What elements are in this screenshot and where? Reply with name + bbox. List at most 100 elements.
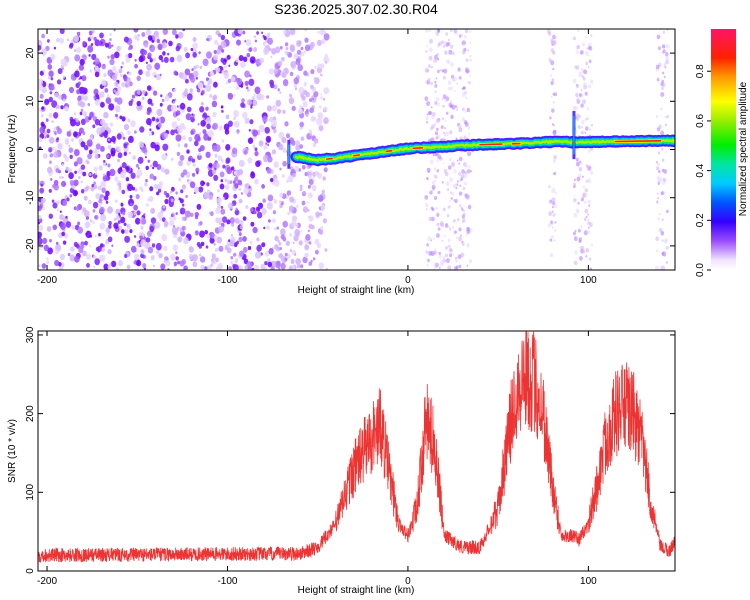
noise-blob xyxy=(449,199,451,203)
noise-blob xyxy=(432,124,436,128)
noise-blob xyxy=(584,193,588,197)
noise-blob xyxy=(136,243,140,248)
noise-blob xyxy=(551,108,555,113)
noise-blob xyxy=(46,226,52,232)
noise-blob xyxy=(172,100,176,104)
noise-blob xyxy=(218,245,224,252)
noise-blob xyxy=(50,77,54,81)
noise-blob xyxy=(67,252,71,257)
noise-blob xyxy=(274,177,278,183)
noise-blob xyxy=(426,177,429,180)
noise-blob xyxy=(440,262,444,267)
noise-blob xyxy=(461,87,464,91)
noise-blob xyxy=(110,150,116,157)
noise-blob xyxy=(150,217,157,224)
noise-blob xyxy=(268,68,274,75)
noise-blob xyxy=(451,104,456,110)
noise-blob xyxy=(217,189,220,193)
noise-blob xyxy=(198,132,201,136)
noise-blob xyxy=(274,46,281,54)
noise-blob xyxy=(664,115,667,119)
noise-blob xyxy=(444,119,447,122)
noise-blob xyxy=(46,257,49,260)
noise-blob xyxy=(186,160,191,166)
noise-blob xyxy=(134,235,137,238)
noise-blob xyxy=(255,160,261,168)
noise-blob xyxy=(100,101,105,108)
noise-blob xyxy=(456,236,459,240)
noise-blob xyxy=(47,64,53,70)
noise-blob xyxy=(431,65,433,69)
noise-blob xyxy=(655,236,659,241)
noise-blob xyxy=(92,201,99,209)
noise-blob xyxy=(252,129,258,137)
noise-blob xyxy=(152,90,158,96)
noise-blob xyxy=(273,129,277,134)
noise-blob xyxy=(150,164,153,168)
noise-blob xyxy=(86,160,90,165)
noise-blob xyxy=(152,264,155,268)
noise-blob xyxy=(288,97,295,105)
noise-blob xyxy=(38,201,41,206)
noise-blob xyxy=(584,188,588,193)
noise-blob xyxy=(188,155,193,162)
noise-blob xyxy=(439,68,442,72)
noise-blob xyxy=(105,97,112,104)
noise-blob xyxy=(233,252,237,257)
noise-blob xyxy=(152,57,156,62)
noise-blob xyxy=(266,202,273,210)
x-tick-label: 0 xyxy=(405,576,411,587)
noise-blob xyxy=(550,235,554,239)
noise-blob xyxy=(159,73,162,77)
noise-blob xyxy=(297,264,301,269)
noise-blob xyxy=(225,114,230,120)
noise-blob xyxy=(425,202,429,208)
noise-blob xyxy=(99,32,104,39)
noise-blob xyxy=(434,80,437,84)
noise-blob xyxy=(225,157,231,164)
noise-blob xyxy=(100,41,103,45)
noise-blob xyxy=(192,261,198,268)
noise-blob xyxy=(292,173,296,178)
noise-blob xyxy=(658,169,661,173)
noise-blob xyxy=(116,45,122,52)
noise-blob xyxy=(587,218,590,222)
noise-blob xyxy=(295,222,299,228)
noise-blob xyxy=(52,184,56,189)
noise-blob xyxy=(575,50,579,54)
noise-blob xyxy=(297,64,304,72)
noise-blob xyxy=(437,190,441,195)
noise-blob xyxy=(71,138,74,142)
noise-blob xyxy=(222,164,226,169)
noise-blob xyxy=(292,241,295,245)
noise-blob xyxy=(101,63,106,70)
noise-blob xyxy=(111,135,116,143)
noise-blob xyxy=(310,41,315,48)
noise-blob xyxy=(577,29,580,33)
signal-track-red xyxy=(614,140,662,143)
noise-blob xyxy=(47,247,53,255)
noise-blob xyxy=(424,195,429,200)
noise-blob xyxy=(95,247,100,252)
noise-blob xyxy=(256,64,259,67)
noise-blob xyxy=(88,199,92,205)
noise-blob xyxy=(438,255,442,259)
noise-blob xyxy=(125,57,131,63)
noise-blob xyxy=(253,47,258,52)
noise-blob xyxy=(135,217,141,225)
noise-blob xyxy=(436,159,440,163)
noise-blob xyxy=(80,188,85,194)
noise-blob xyxy=(146,230,152,237)
noise-blob xyxy=(147,159,151,163)
noise-blob xyxy=(82,250,87,257)
noise-blob xyxy=(450,62,454,67)
noise-blob xyxy=(299,121,305,128)
noise-blob xyxy=(660,82,664,86)
noise-blob xyxy=(145,70,151,77)
noise-blob xyxy=(468,165,471,168)
noise-blob xyxy=(456,108,458,112)
noise-blob xyxy=(656,249,659,253)
noise-blob xyxy=(588,59,592,64)
noise-blob xyxy=(220,208,226,215)
noise-blob xyxy=(552,34,556,40)
